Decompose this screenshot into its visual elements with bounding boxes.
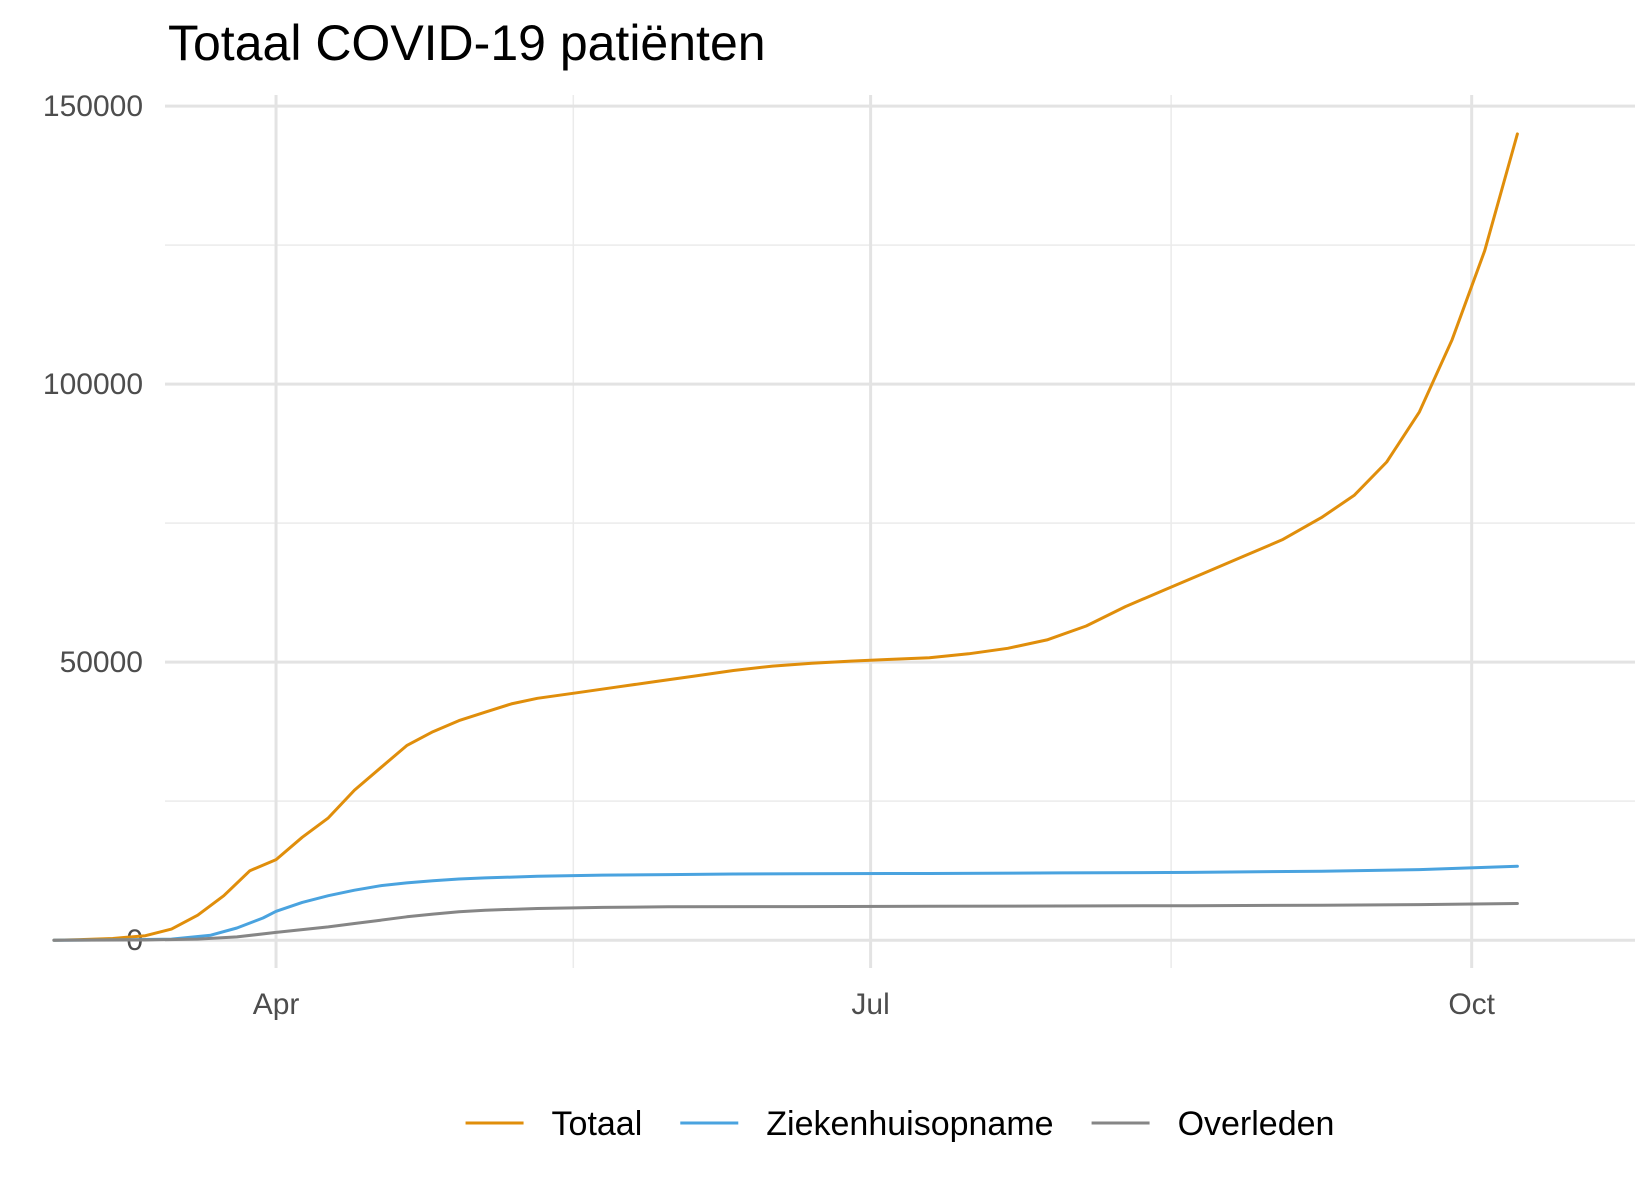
x-tick-label: Oct [1448, 988, 1495, 1021]
y-tick-label: 150000 [43, 90, 143, 123]
x-tick-label: Jul [851, 988, 889, 1021]
series-lines [52, 132, 1519, 942]
legend-item-totaal: Totaal [465, 1105, 643, 1143]
legend-label: Overleden [1178, 1105, 1335, 1143]
x-tick-label: Apr [253, 988, 300, 1021]
chart-title: Totaal COVID-19 patiënten [168, 15, 766, 71]
y-tick-label: 100000 [43, 368, 143, 401]
series-line-ziekenhuisopname [52, 864, 1519, 942]
legend-item-overleden: Overleden [1091, 1105, 1335, 1143]
minor-gridlines [165, 95, 1635, 968]
y-tick-label: 50000 [60, 646, 143, 679]
series-line-overleden [52, 902, 1519, 942]
major-gridlines [165, 95, 1635, 968]
legend-label: Ziekenhuisopname [766, 1105, 1053, 1143]
x-axis: Apr Jul Oct [253, 988, 1496, 1021]
series-line-totaal [52, 132, 1519, 942]
legend: Totaal Ziekenhuisopname Overleden [465, 1105, 1335, 1143]
legend-label: Totaal [552, 1105, 643, 1143]
legend-item-ziekenhuisopname: Ziekenhuisopname [680, 1105, 1054, 1143]
